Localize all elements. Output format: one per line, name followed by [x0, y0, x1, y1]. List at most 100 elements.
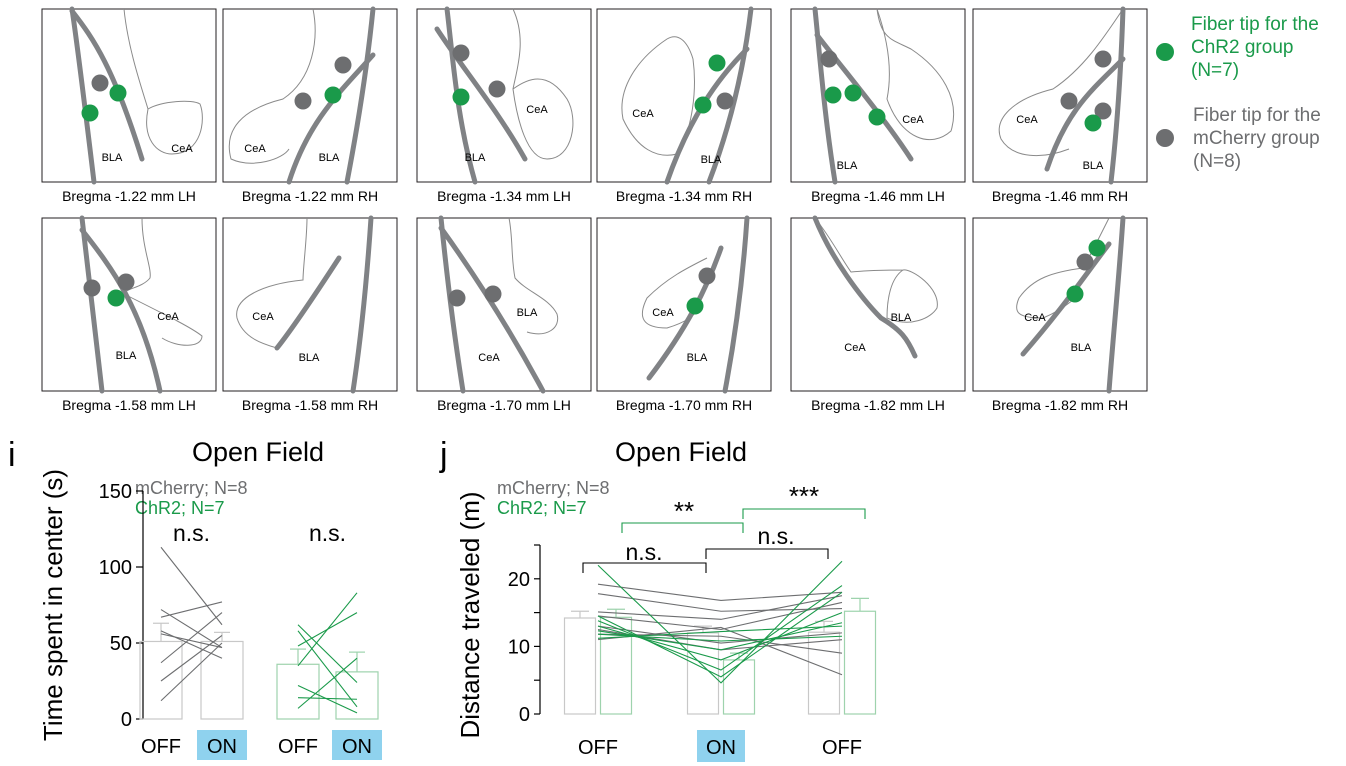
chart-i-subject-line-mcherry: [160, 633, 223, 649]
atlas-region-label: CeA: [652, 307, 674, 319]
chart-j-bar: [843, 610, 877, 715]
chart-j-sig-label: ***: [789, 481, 819, 511]
chart-i-open-field-time-center: i Open Field Time spent in center (s) mChe…: [8, 436, 382, 760]
chart-j-sig-bracket: [621, 522, 744, 533]
atlas-caption: Bregma -1.34 mm RH: [616, 188, 752, 204]
atlas-fiber-tract: [814, 32, 914, 162]
atlas-region-label: CeA: [478, 352, 500, 364]
chart-j-subject-line-chr2: [597, 560, 843, 684]
atlas-fiber-tract: [706, 6, 754, 185]
atlas-region-label: BLA: [465, 152, 486, 164]
chart-j-bar: [807, 631, 841, 715]
atlas-caption: Bregma -1.70 mm RH: [616, 397, 752, 413]
atlas-region-label: BLA: [319, 152, 340, 164]
chart-i-subject-line-mcherry: [160, 634, 223, 682]
atlas-region-label: BLA: [299, 352, 320, 364]
chart-i-subject-line-mcherry: [160, 601, 223, 618]
atlas-frame: [790, 217, 966, 392]
chart-j-sig-label: n.s.: [757, 523, 794, 549]
chart-j-y-tick-label: 0: [519, 704, 530, 726]
chart-j-subject-line-chr2: [597, 622, 843, 651]
atlas-region-label: CeA: [902, 114, 924, 126]
atlas-outline: [508, 217, 559, 335]
chart-j-sig-label: n.s.: [625, 539, 662, 565]
chart-j-ylabel: Distance traveled (m): [455, 491, 485, 738]
chart-i-bar: [276, 663, 320, 720]
chr2-fiber-tip: [824, 86, 842, 104]
chart-i-x-label: ON: [342, 736, 372, 758]
atlas-region-label: CeA: [1024, 312, 1046, 324]
atlas-fiber-tract: [438, 225, 546, 394]
chart-i-on-highlight: [332, 730, 382, 760]
chart-j-bar: [563, 617, 597, 715]
chr2-fiber-tip: [452, 88, 470, 106]
atlas-region-label: CeA: [171, 143, 193, 155]
chart-i-x-label: OFF: [278, 736, 318, 758]
atlas-region-label: BLA: [102, 152, 123, 164]
chart-i-legend-text: mCherry; N=8: [135, 478, 248, 498]
panel-letter-j: j: [439, 436, 448, 474]
atlas-outline: [228, 8, 316, 164]
chart-i-subject-line-mcherry: [160, 642, 223, 702]
chr2-fiber-tip: [868, 108, 886, 126]
mcherry-fiber-tip: [820, 50, 838, 68]
chart-j-sig-label: **: [674, 496, 694, 526]
mcherry-fiber-tip: [1076, 253, 1094, 271]
chart-j-sig-bracket: [582, 562, 707, 573]
mcherry-fiber-tip: [448, 289, 466, 307]
chart-j-y-tick-label: 10: [508, 636, 530, 658]
atlas-region-label: CeA: [252, 311, 274, 323]
chart-i-legend-text: ChR2; N=7: [135, 498, 225, 518]
chr2-legend-label: (N=7): [1191, 60, 1239, 81]
chart-j-x-label: OFF: [578, 737, 618, 759]
atlas-caption: Bregma -1.82 mm RH: [992, 397, 1128, 413]
chart-j-subject-line-mcherry: [597, 628, 843, 651]
atlas-caption: Bregma -1.34 mm LH: [437, 188, 571, 204]
atlas-section: BLA CeA: [41, 6, 217, 185]
chart-i-y-tick-label: 150: [99, 481, 132, 503]
chr2-fiber-tip: [324, 86, 342, 104]
chart-i-on-highlight: [197, 730, 247, 760]
mcherry-legend-dot: [1156, 129, 1174, 147]
chart-j-sig-bracket: [742, 508, 866, 519]
chr2-fiber-tip: [1066, 285, 1084, 303]
atlas-caption: Bregma -1.22 mm LH: [62, 188, 196, 204]
chart-j-subject-line-mcherry: [597, 633, 843, 654]
atlas-fiber-tract: [722, 215, 750, 394]
chart-i-subject-line-chr2: [297, 630, 358, 708]
chr2-legend-label: Fiber tip for the: [1191, 14, 1319, 35]
chart-j-sig-bracket: [705, 548, 829, 559]
atlas-region-label: CeA: [157, 311, 179, 323]
mcherry-fiber-tip: [716, 92, 734, 110]
chr2-fiber-tip: [686, 297, 704, 315]
atlas-outline: [814, 217, 938, 323]
chart-i-x-label: ON: [207, 736, 237, 758]
atlas-section: CeA BLA: [790, 215, 966, 392]
atlas-caption: Bregma -1.46 mm LH: [811, 188, 945, 204]
chr2-fiber-tip: [694, 96, 712, 114]
chart-j-bar: [722, 659, 756, 715]
chart-j-subject-line-chr2: [597, 591, 843, 678]
atlas-region-label: CeA: [244, 143, 266, 155]
chart-j-legend-text: mCherry; N=8: [497, 478, 610, 498]
chart-j-subject-line-mcherry: [597, 583, 843, 601]
atlas-outline: [236, 217, 308, 349]
chart-i-subject-line-mcherry: [160, 630, 223, 659]
atlas-fiber-tract: [69, 6, 97, 185]
atlas-section: CeA BLA: [222, 215, 398, 394]
atlas-section: CeA BLA: [222, 6, 398, 185]
mcherry-legend-label: (N=8): [1193, 151, 1241, 172]
atlas-caption: Bregma -1.58 mm LH: [62, 397, 196, 413]
chr2-fiber-tip: [1084, 114, 1102, 132]
atlas-region-label: CeA: [1016, 114, 1038, 126]
chart-j-subject-line-chr2: [597, 625, 843, 639]
atlas-fiber-tract: [344, 6, 376, 185]
chart-j-subject-line-mcherry: [597, 595, 843, 620]
atlas-section: CeA BLA: [596, 215, 772, 394]
atlas-fiber-tract: [1044, 56, 1126, 172]
chart-i-subject-line-chr2: [297, 685, 358, 714]
chart-j-open-field-distance: j Open Field Distance traveled (m) mCherry…: [439, 436, 877, 762]
atlas-caption: Bregma -1.22 mm RH: [242, 188, 378, 204]
